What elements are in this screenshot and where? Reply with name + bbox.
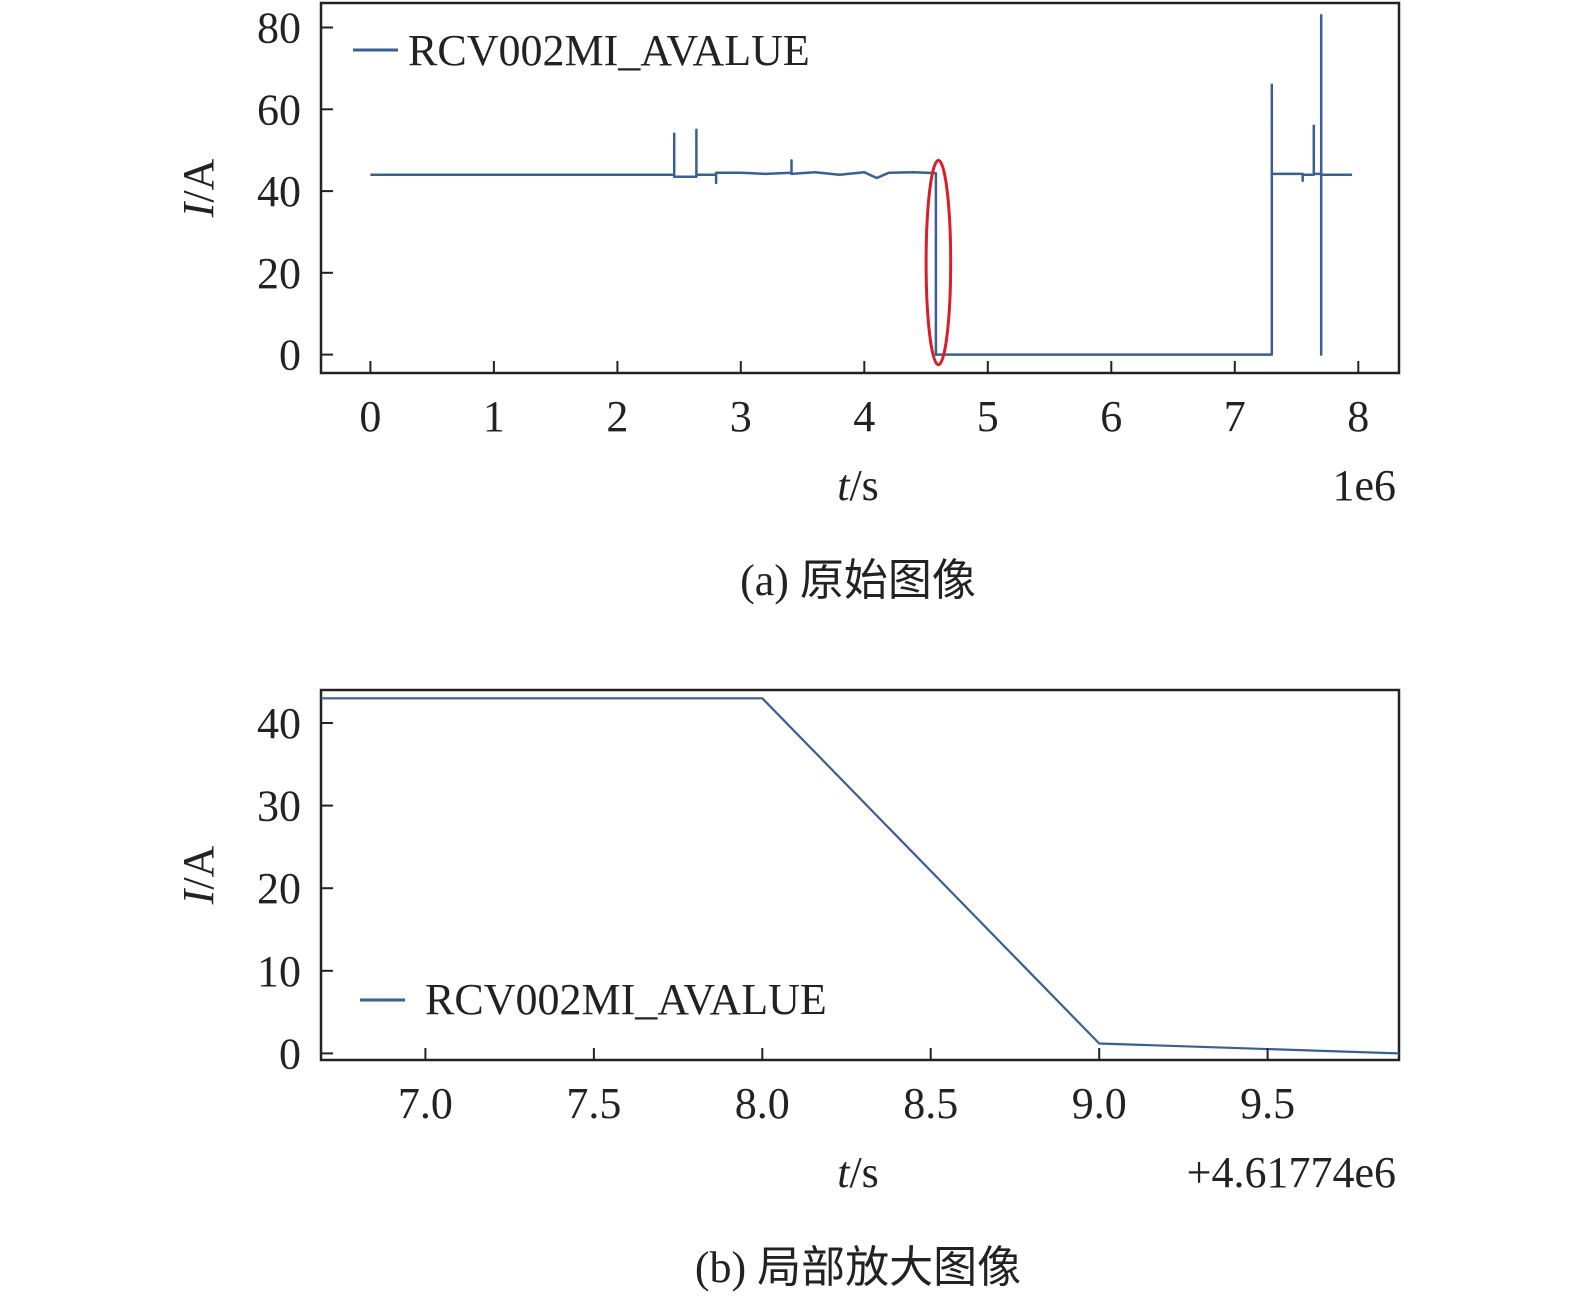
series-line-0 [321, 697, 1400, 1055]
series-line-group [321, 697, 1400, 1055]
y-tick-label: 60 [257, 85, 301, 134]
x-tick-label: 1 [483, 392, 505, 441]
axis-ticks-group: 7.0 7.5 8.0 8.5 9.0 9.5 0 10 20 30 40 [257, 699, 1295, 1128]
x-offset-label: 1e6 [1332, 461, 1396, 510]
x-tick-label: 3 [730, 392, 752, 441]
x-tick-label: 7 [1224, 392, 1246, 441]
x-tick-label: 8.5 [903, 1079, 958, 1128]
highlight-ellipse [924, 158, 953, 367]
legend: RCV002MI_AVALUE [360, 975, 827, 1024]
y-tick-label: 0 [279, 331, 301, 380]
x-tick-label: 5 [977, 392, 999, 441]
y-tick-label: 40 [257, 167, 301, 216]
y-axis-label: I/A [174, 158, 223, 218]
plot-frame [319, 1, 1401, 375]
plot-frame [319, 688, 1401, 1062]
caption-a: (a) 原始图像 [740, 556, 976, 605]
x-tick-label: 8 [1347, 392, 1369, 441]
y-tick-label: 0 [279, 1029, 301, 1078]
y-tick-label: 30 [257, 782, 301, 831]
x-tick-label: 9.5 [1240, 1079, 1295, 1128]
legend-label: RCV002MI_AVALUE [425, 975, 827, 1024]
x-tick-label: 6 [1100, 392, 1122, 441]
x-axis-label: t/s [837, 1148, 879, 1197]
y-axis-label: I/A [174, 845, 223, 905]
x-tick-label: 8.0 [735, 1079, 790, 1128]
caption-b: (b) 局部放大图像 [695, 1243, 1021, 1292]
x-tick-label: 7.0 [398, 1079, 453, 1128]
x-tick-label: 9.0 [1072, 1079, 1127, 1128]
x-axis-label: t/s [837, 461, 879, 510]
x-tick-label: 2 [606, 392, 628, 441]
series-line-0 [370, 14, 1353, 356]
legend: RCV002MI_AVALUE [353, 26, 810, 75]
y-tick-label: 80 [257, 4, 301, 53]
y-tick-label: 20 [257, 864, 301, 913]
series-line-group [370, 14, 1353, 367]
x-tick-label: 4 [853, 392, 875, 441]
x-tick-label: 0 [359, 392, 381, 441]
y-tick-label: 20 [257, 249, 301, 298]
legend-label: RCV002MI_AVALUE [408, 26, 810, 75]
panel-b-zoom-chart: 7.0 7.5 8.0 8.5 9.0 9.5 0 10 20 30 40 RCV002MI_AVA… [174, 688, 1401, 1292]
x-tick-label: 7.5 [566, 1079, 621, 1128]
y-tick-label: 40 [257, 699, 301, 748]
x-offset-label: +4.61774e6 [1187, 1148, 1396, 1197]
y-tick-label: 10 [257, 947, 301, 996]
